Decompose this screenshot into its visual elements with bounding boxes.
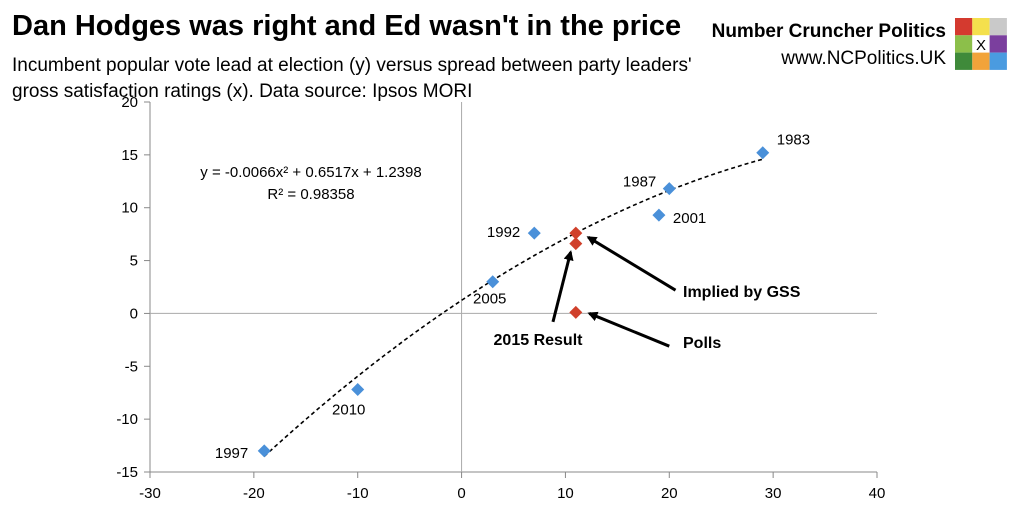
point-label-1987: 1987	[623, 174, 656, 191]
annotation-arrow	[587, 311, 670, 348]
trendline-equation: y = -0.0066x² + 0.6517x + 1.2398	[200, 164, 421, 181]
x-tick-label: -10	[347, 485, 369, 502]
point-label-2010: 2010	[332, 402, 365, 419]
y-tick-label: -5	[125, 358, 138, 375]
annotation-label: Polls	[683, 335, 721, 352]
x-tick-label: 0	[457, 485, 465, 502]
point-label-1992: 1992	[487, 224, 520, 241]
y-tick-label: 10	[121, 200, 138, 217]
logo-cell	[989, 18, 1007, 36]
point-label-2005: 2005	[473, 291, 506, 308]
y-tick-label: -10	[116, 411, 138, 428]
data-point-1992	[527, 226, 541, 240]
y-tick-label: -15	[116, 464, 138, 481]
chart-title: Dan Hodges was right and Ed wasn't in th…	[12, 10, 682, 42]
logo-cell	[955, 18, 973, 36]
trendline-r-squared: R² = 0.98358	[267, 186, 354, 203]
highlight-point-implied-by-gss	[569, 226, 583, 240]
y-tick-label: 5	[130, 253, 138, 270]
brand-url: www.NCPolitics.UK	[781, 48, 946, 69]
highlight-point-2015-result	[569, 237, 583, 251]
brand-name: Number Cruncher Politics	[711, 21, 946, 42]
data-point-2001	[652, 208, 666, 222]
highlight-point-polls	[569, 305, 583, 319]
x-tick-label: 10	[557, 485, 574, 502]
point-label-2001: 2001	[673, 210, 706, 227]
brand-block: Number Cruncher Politics www.NCPolitics.…	[712, 18, 946, 72]
data-point-1997	[257, 444, 271, 458]
point-label-1983: 1983	[777, 132, 810, 149]
data-point-2010	[351, 383, 365, 397]
x-tick-label: 20	[661, 485, 678, 502]
x-tick-label: 40	[869, 485, 886, 502]
logo-cell	[955, 52, 973, 70]
annotation-label: 2015 Result	[494, 332, 584, 349]
chart-subtitle: Incumbent popular vote lead at election …	[12, 55, 692, 102]
logo-mark: X	[976, 37, 986, 54]
data-point-1983	[756, 146, 770, 160]
trendline	[263, 158, 764, 457]
y-tick-label: 20	[121, 94, 138, 111]
annotation-arrow	[551, 250, 574, 323]
brand-logo-icon: X	[955, 18, 1007, 70]
y-tick-label: 0	[130, 305, 138, 322]
logo-cell	[972, 18, 990, 36]
data-point-2005	[486, 275, 500, 289]
x-tick-label: -30	[139, 485, 161, 502]
annotation-label: Implied by GSS	[683, 284, 801, 301]
annotation-arrow	[586, 236, 677, 292]
x-tick-label: -20	[243, 485, 265, 502]
logo-cell	[972, 35, 990, 53]
logo-cell	[955, 35, 973, 53]
logo-cell	[972, 52, 990, 70]
point-label-1997: 1997	[215, 445, 248, 462]
y-tick-label: 15	[121, 147, 138, 164]
logo-cell	[989, 35, 1007, 53]
logo-cell	[989, 52, 1007, 70]
x-tick-label: 30	[765, 485, 782, 502]
data-point-1987	[662, 182, 676, 196]
